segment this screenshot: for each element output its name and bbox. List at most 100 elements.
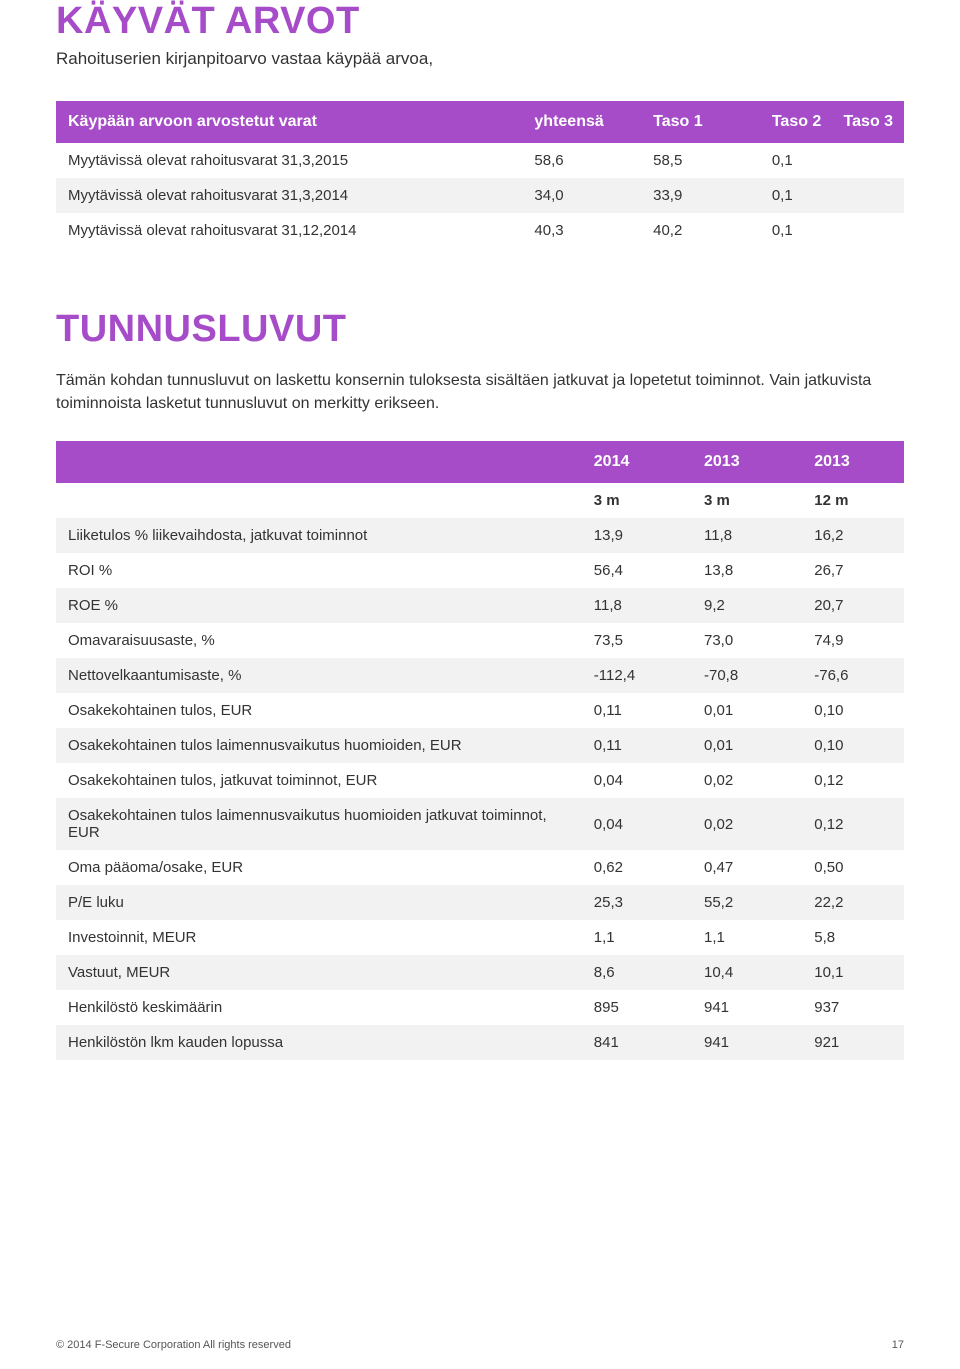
row-value: 1,1 bbox=[692, 920, 802, 955]
table2-subheader bbox=[56, 483, 582, 518]
row-value: 26,7 bbox=[802, 553, 904, 588]
row-label: Myytävissä olevat rahoitusvarat 31,12,20… bbox=[56, 213, 522, 248]
row-value: 0,02 bbox=[692, 763, 802, 798]
table-row: Investoinnit, MEUR1,11,15,8 bbox=[56, 920, 904, 955]
table1-header: yhteensä bbox=[522, 101, 641, 143]
row-value: 921 bbox=[802, 1025, 904, 1060]
row-value: 0,11 bbox=[582, 728, 692, 763]
row-value: 9,2 bbox=[692, 588, 802, 623]
table2-header: 2014 bbox=[582, 441, 692, 483]
row-value: 0,04 bbox=[582, 798, 692, 850]
row-label: Osakekohtainen tulos, EUR bbox=[56, 693, 582, 728]
row-value: 0,50 bbox=[802, 850, 904, 885]
row-value: 0,1 bbox=[760, 213, 904, 248]
row-value: 0,11 bbox=[582, 693, 692, 728]
row-value: 73,0 bbox=[692, 623, 802, 658]
row-label: Osakekohtainen tulos laimennusvaikutus h… bbox=[56, 728, 582, 763]
row-value: 0,01 bbox=[692, 693, 802, 728]
row-label: ROE % bbox=[56, 588, 582, 623]
table2-subheader-row: 3 m3 m12 m bbox=[56, 483, 904, 518]
row-label: Nettovelkaantumisaste, % bbox=[56, 658, 582, 693]
row-value: 1,1 bbox=[582, 920, 692, 955]
row-value: 10,4 bbox=[692, 955, 802, 990]
table2-subheader: 3 m bbox=[582, 483, 692, 518]
table-row: Nettovelkaantumisaste, %-112,4-70,8-76,6 bbox=[56, 658, 904, 693]
section2-body: Tämän kohdan tunnusluvut on laskettu kon… bbox=[56, 369, 904, 415]
row-label: ROI % bbox=[56, 553, 582, 588]
row-value: 33,9 bbox=[641, 178, 760, 213]
table-row: ROE %11,89,220,7 bbox=[56, 588, 904, 623]
section1-subtitle: Rahoituserien kirjanpitoarvo vastaa käyp… bbox=[56, 49, 904, 69]
row-label: Omavaraisuusaste, % bbox=[56, 623, 582, 658]
table-row: Liiketulos % liikevaihdosta, jatkuvat to… bbox=[56, 518, 904, 553]
row-label: Henkilöstö keskimäärin bbox=[56, 990, 582, 1025]
row-label: Myytävissä olevat rahoitusvarat 31,3,201… bbox=[56, 178, 522, 213]
table-row: Osakekohtainen tulos laimennusvaikutus h… bbox=[56, 728, 904, 763]
table-row: Osakekohtainen tulos, EUR0,110,010,10 bbox=[56, 693, 904, 728]
row-value: 40,2 bbox=[641, 213, 760, 248]
table-row: Omavaraisuusaste, %73,573,074,9 bbox=[56, 623, 904, 658]
row-value: 0,47 bbox=[692, 850, 802, 885]
row-value: 0,12 bbox=[802, 763, 904, 798]
row-value: 74,9 bbox=[802, 623, 904, 658]
row-value: 56,4 bbox=[582, 553, 692, 588]
table-row: ROI %56,413,826,7 bbox=[56, 553, 904, 588]
row-label: Oma pääoma/osake, EUR bbox=[56, 850, 582, 885]
row-value: 0,62 bbox=[582, 850, 692, 885]
row-value: 895 bbox=[582, 990, 692, 1025]
row-value: 0,01 bbox=[692, 728, 802, 763]
table-row: Myytävissä olevat rahoitusvarat 31,3,201… bbox=[56, 143, 904, 178]
section2-title: TUNNUSLUVUT bbox=[56, 308, 904, 351]
row-value: 58,5 bbox=[641, 143, 760, 178]
row-label: Liiketulos % liikevaihdosta, jatkuvat to… bbox=[56, 518, 582, 553]
table-row: Osakekohtainen tulos laimennusvaikutus h… bbox=[56, 798, 904, 850]
row-value: 0,10 bbox=[802, 693, 904, 728]
row-value: 0,02 bbox=[692, 798, 802, 850]
row-label: Investoinnit, MEUR bbox=[56, 920, 582, 955]
row-value: 0,1 bbox=[760, 143, 904, 178]
row-value: 10,1 bbox=[802, 955, 904, 990]
row-value: 11,8 bbox=[582, 588, 692, 623]
row-value: 16,2 bbox=[802, 518, 904, 553]
row-value: 58,6 bbox=[522, 143, 641, 178]
row-value: 937 bbox=[802, 990, 904, 1025]
row-label: Osakekohtainen tulos laimennusvaikutus h… bbox=[56, 798, 582, 850]
table2-header: 2013 bbox=[802, 441, 904, 483]
footer-copyright: © 2014 F-Secure Corporation All rights r… bbox=[56, 1339, 291, 1351]
table2-subheader: 3 m bbox=[692, 483, 802, 518]
table1-header: Taso 1 bbox=[641, 101, 760, 143]
row-value: -70,8 bbox=[692, 658, 802, 693]
table1-header: Käypään arvoon arvostetut varat bbox=[56, 101, 522, 143]
row-label: Osakekohtainen tulos, jatkuvat toiminnot… bbox=[56, 763, 582, 798]
table-row: P/E luku25,355,222,2 bbox=[56, 885, 904, 920]
row-value: 13,9 bbox=[582, 518, 692, 553]
table2-subheader: 12 m bbox=[802, 483, 904, 518]
table-row: Oma pääoma/osake, EUR0,620,470,50 bbox=[56, 850, 904, 885]
row-value: 40,3 bbox=[522, 213, 641, 248]
table-row: Vastuut, MEUR8,610,410,1 bbox=[56, 955, 904, 990]
row-value: 25,3 bbox=[582, 885, 692, 920]
row-value: 13,8 bbox=[692, 553, 802, 588]
table2: 201420132013 3 m3 m12 mLiiketulos % liik… bbox=[56, 441, 904, 1060]
section1-title: KÄYVÄT ARVOT bbox=[56, 0, 904, 43]
table2-header: 2013 bbox=[692, 441, 802, 483]
table-row: Myytävissä olevat rahoitusvarat 31,3,201… bbox=[56, 178, 904, 213]
row-value: 34,0 bbox=[522, 178, 641, 213]
row-value: 941 bbox=[692, 1025, 802, 1060]
table-row: Osakekohtainen tulos, jatkuvat toiminnot… bbox=[56, 763, 904, 798]
row-label: P/E luku bbox=[56, 885, 582, 920]
row-value: 73,5 bbox=[582, 623, 692, 658]
table1: Käypään arvoon arvostetut varatyhteensäT… bbox=[56, 101, 904, 248]
row-value: 0,12 bbox=[802, 798, 904, 850]
row-value: 55,2 bbox=[692, 885, 802, 920]
row-label: Myytävissä olevat rahoitusvarat 31,3,201… bbox=[56, 143, 522, 178]
row-value: 22,2 bbox=[802, 885, 904, 920]
row-value: 11,8 bbox=[692, 518, 802, 553]
row-value: 841 bbox=[582, 1025, 692, 1060]
row-value: -112,4 bbox=[582, 658, 692, 693]
row-value: 8,6 bbox=[582, 955, 692, 990]
footer-page-number: 17 bbox=[892, 1339, 904, 1351]
table2-header bbox=[56, 441, 582, 483]
row-value: 0,04 bbox=[582, 763, 692, 798]
table1-header: Taso 2 Taso 3 bbox=[760, 101, 904, 143]
